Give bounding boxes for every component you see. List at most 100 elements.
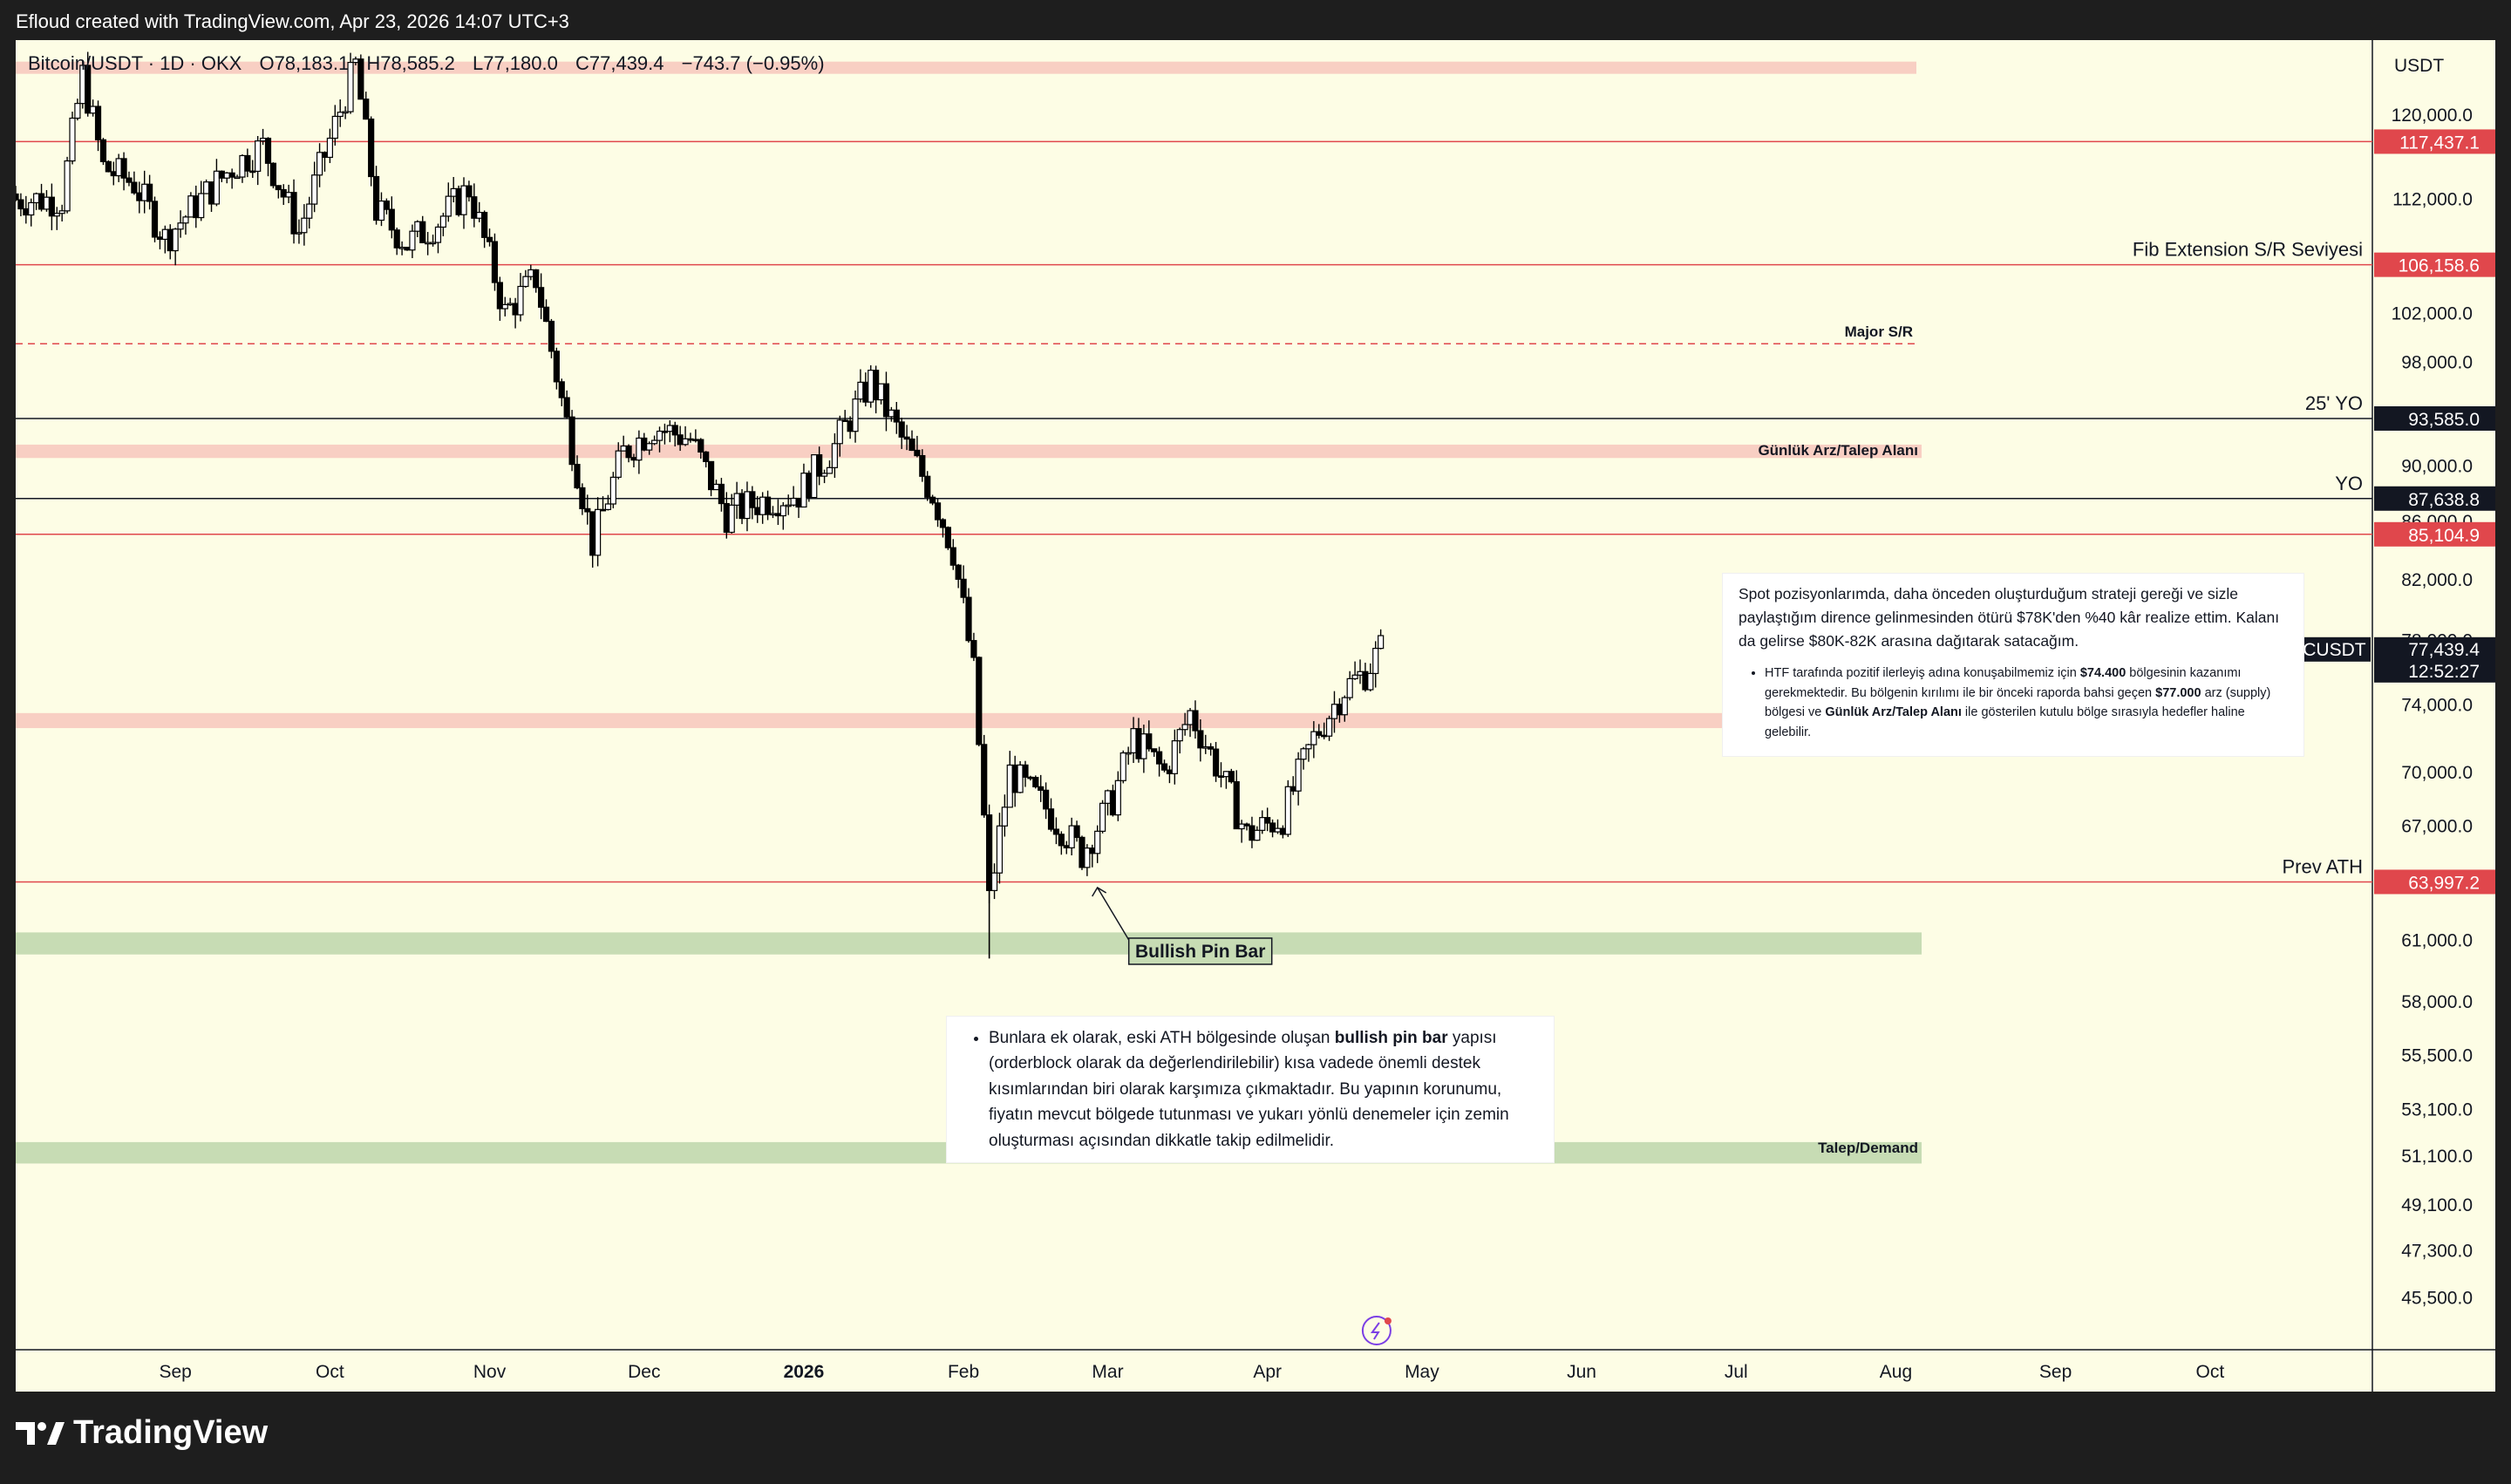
- level-price-tag: [2374, 486, 2495, 511]
- supply-zone: [16, 61, 1916, 74]
- level-price-tag: [2374, 129, 2495, 154]
- candle-body: [182, 216, 189, 224]
- candle-body: [882, 383, 890, 418]
- y-tick-label: 98,000.0: [2401, 352, 2473, 372]
- candle-body: [208, 181, 215, 205]
- candle-body: [1114, 779, 1121, 816]
- candle-body: [1140, 733, 1147, 759]
- x-tick-label: Jun: [1567, 1362, 1596, 1382]
- candle-body: [481, 212, 488, 238]
- candle-body: [259, 137, 267, 142]
- lightning-icon[interactable]: [1361, 1316, 1392, 1345]
- candle-body: [666, 425, 673, 432]
- level-price-label: 93,585.0: [2408, 410, 2480, 430]
- y-tick-label: 45,500.0: [2401, 1289, 2473, 1309]
- candle-body: [820, 473, 828, 477]
- chart-panel[interactable]: Günlük Arz/Talep Alanı Talep/Demand 120,00…: [16, 40, 2495, 1392]
- candle-body: [347, 61, 354, 112]
- candle-body: [698, 439, 704, 453]
- candle-body: [841, 419, 848, 422]
- tradingview-logo[interactable]: TradingView: [16, 1414, 268, 1452]
- candle-body: [811, 454, 818, 499]
- y-tick-label: 82,000.0: [2401, 570, 2473, 590]
- candle-body: [1192, 710, 1199, 732]
- candle-body: [1269, 822, 1276, 833]
- candle-body: [507, 303, 514, 306]
- candle-body: [831, 443, 838, 468]
- candle-body: [604, 503, 612, 511]
- candle-body: [1006, 764, 1013, 808]
- candle-body: [1094, 830, 1101, 854]
- candle-body: [1001, 807, 1008, 827]
- candle-body: [868, 370, 874, 403]
- candle-body: [177, 222, 184, 230]
- candle-body: [671, 425, 678, 436]
- y-tick-label: 120,000.0: [2392, 106, 2473, 126]
- candle-body: [74, 103, 81, 119]
- y-tick-label: 51,100.0: [2401, 1147, 2473, 1167]
- candle-body: [707, 460, 715, 491]
- candle-body: [579, 487, 586, 509]
- candle-body: [1047, 808, 1055, 830]
- last-price-label: 77,439.4: [2408, 640, 2480, 660]
- candle-body: [1228, 771, 1235, 783]
- note-bold: $77.000: [2155, 685, 2201, 700]
- candle-body: [816, 454, 823, 477]
- x-tick-label: 2026: [784, 1362, 825, 1382]
- candle-body: [269, 162, 277, 187]
- note-upper-paragraph: Spot pozisyonlarımda, daha önceden oluşt…: [1739, 585, 2280, 650]
- candle-body: [161, 228, 168, 241]
- candle-body: [1238, 823, 1245, 830]
- candle-body: [976, 657, 983, 745]
- candle-body: [1063, 845, 1070, 848]
- candle-body: [533, 269, 540, 289]
- candle-body: [733, 493, 740, 506]
- candle-body: [759, 496, 766, 515]
- candle-body: [69, 117, 76, 162]
- candle-body: [85, 65, 92, 114]
- last-price-tag: [2374, 636, 2495, 683]
- x-tick-label: May: [1405, 1362, 1439, 1382]
- note-upper-bullet: HTF tarafında pozitif ilerleyiş adına ko…: [1765, 664, 2288, 742]
- candle-body: [439, 215, 446, 228]
- candle-body: [1254, 829, 1261, 841]
- candle-body: [37, 193, 45, 210]
- candle-body: [43, 196, 51, 210]
- candle-body: [1336, 704, 1343, 716]
- candle-body: [512, 303, 519, 316]
- demand-zone: [16, 932, 1922, 955]
- analysis-note-upper: Spot pozisyonlarımda, daha önceden oluşt…: [1723, 574, 2303, 757]
- candle-body: [1084, 848, 1091, 868]
- candle-body: [1284, 786, 1291, 835]
- candle-body: [723, 502, 730, 534]
- y-tick-label: 74,000.0: [2401, 695, 2473, 715]
- candle-body: [172, 228, 179, 252]
- candle-body: [290, 192, 297, 235]
- candle-body: [1243, 823, 1250, 827]
- candle-body: [847, 420, 854, 432]
- candle-body: [434, 226, 442, 243]
- candle-body: [306, 203, 313, 219]
- candle-body: [383, 200, 390, 210]
- candle-body: [990, 872, 998, 891]
- tradingview-logo-icon: [16, 1421, 65, 1445]
- candle-body: [33, 193, 40, 204]
- candle-body: [1310, 731, 1317, 745]
- y-tick-label: 112,000.0: [2392, 190, 2473, 210]
- candle-body: [1146, 733, 1153, 750]
- annotation-box: [1127, 937, 1273, 965]
- candle-body: [754, 507, 761, 515]
- level-price-tag: [2374, 252, 2495, 277]
- candle-body: [1022, 764, 1029, 778]
- candle-body: [321, 152, 329, 159]
- candle-body: [795, 497, 802, 508]
- candle-body: [636, 437, 643, 461]
- candle-body: [651, 439, 658, 445]
- candle-body: [357, 58, 364, 100]
- candle-body: [16, 193, 19, 201]
- candle-body: [53, 213, 60, 217]
- candle-body: [1130, 728, 1137, 753]
- candle-body: [1038, 786, 1045, 791]
- candle-body: [131, 181, 138, 194]
- x-tick-label: Feb: [948, 1362, 979, 1382]
